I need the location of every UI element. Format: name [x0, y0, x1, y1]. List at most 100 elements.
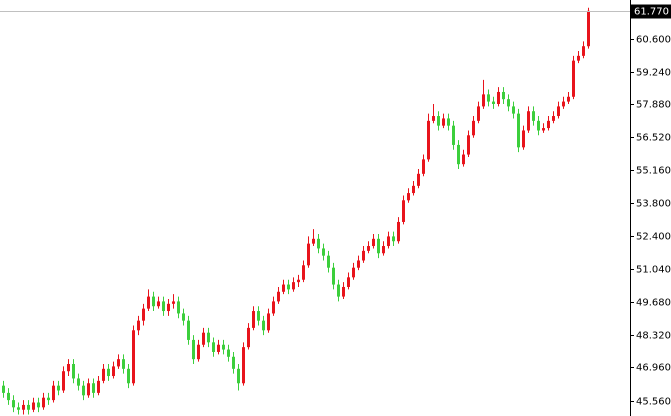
candle-body — [272, 301, 275, 314]
candle-body — [292, 282, 295, 290]
candle-body — [87, 383, 90, 396]
candle-body — [352, 267, 355, 278]
y-tick-label: 53.800 — [636, 199, 671, 210]
candle-body — [132, 330, 135, 384]
y-tick-label: 56.520 — [636, 133, 671, 144]
candle-body — [517, 113, 520, 148]
candle-body — [512, 106, 515, 114]
candle-body — [207, 332, 210, 343]
candle-body — [157, 301, 160, 307]
candle-body — [152, 296, 155, 307]
candle-body — [147, 296, 150, 309]
candle-body — [437, 116, 440, 126]
candle-body — [407, 193, 410, 201]
candle-body — [507, 99, 510, 107]
candle-body — [287, 284, 290, 290]
candle-body — [347, 277, 350, 287]
candle-body — [367, 246, 370, 251]
candle-body — [72, 364, 75, 379]
y-tick-label: 48.320 — [636, 331, 671, 342]
candle-body — [137, 320, 140, 331]
candle-body — [127, 368, 130, 384]
candle-body — [342, 286, 345, 297]
candle-body — [542, 128, 545, 131]
candle-body — [177, 301, 180, 314]
candle-body — [192, 339, 195, 360]
candle-body — [582, 46, 585, 56]
candle-body — [467, 135, 470, 155]
candle-body — [32, 402, 35, 410]
candle-body — [502, 91, 505, 100]
candle-body — [442, 118, 445, 126]
candle-body — [377, 238, 380, 254]
candle-body — [312, 238, 315, 244]
candle-body — [327, 255, 330, 268]
y-tick-label: 52.400 — [636, 232, 671, 243]
candle-body — [552, 116, 555, 121]
candle-body — [302, 265, 305, 280]
candle-body — [37, 402, 40, 408]
y-tick-label: 45.560 — [636, 397, 671, 408]
candle-body — [572, 60, 575, 97]
candle-body — [212, 342, 215, 352]
candle-body — [457, 144, 460, 165]
candle-body — [277, 291, 280, 302]
candle-body — [532, 111, 535, 121]
candle-body — [222, 344, 225, 350]
candle-body — [27, 404, 30, 410]
candle-body — [487, 94, 490, 102]
y-tick-label: 60.600 — [636, 35, 671, 46]
candle-body — [432, 116, 435, 121]
candle-body — [112, 366, 115, 377]
candle-body — [182, 313, 185, 321]
candle-body — [167, 303, 170, 312]
candle-body — [267, 313, 270, 331]
candle-body — [452, 125, 455, 145]
candle-body — [237, 368, 240, 384]
candle-body — [117, 359, 120, 367]
candle-body — [92, 383, 95, 393]
y-tick-label: 59.240 — [636, 68, 671, 79]
y-tick-label: 46.960 — [636, 363, 671, 374]
candle-body — [252, 311, 255, 328]
candle-body — [412, 185, 415, 194]
candle-body — [247, 327, 250, 348]
candle-body — [497, 91, 500, 104]
candle-body — [17, 407, 20, 410]
candle-body — [57, 385, 60, 391]
candle-body — [42, 397, 45, 408]
candle-body — [422, 159, 425, 174]
candle-body — [577, 55, 580, 61]
y-tick-label: 57.880 — [636, 100, 671, 111]
candle-body — [217, 344, 220, 352]
candle-body — [557, 106, 560, 117]
candle-body — [337, 284, 340, 297]
candle-body — [82, 385, 85, 396]
candle-body — [107, 368, 110, 377]
candle-body — [547, 120, 550, 129]
candle-body — [522, 130, 525, 148]
candle-body — [567, 96, 570, 102]
candle-body — [527, 111, 530, 131]
candle-body — [62, 371, 65, 391]
candle-body — [402, 200, 405, 222]
candle-body — [482, 94, 485, 107]
candle-body — [322, 248, 325, 256]
candle-body — [387, 236, 390, 247]
candle-body — [537, 120, 540, 131]
candle-body — [202, 332, 205, 345]
candle-body — [187, 320, 190, 340]
candle-body — [362, 250, 365, 261]
candle-body — [122, 359, 125, 369]
candle-body — [472, 120, 475, 136]
candle-body — [7, 392, 10, 401]
candle-body — [297, 279, 300, 283]
candle-body — [392, 236, 395, 242]
candle-body — [142, 308, 145, 321]
candle-body — [562, 101, 565, 107]
candle-body — [242, 347, 245, 384]
y-tick-label: 55.160 — [636, 166, 671, 177]
candle-body — [447, 118, 450, 126]
candle-body — [357, 260, 360, 268]
